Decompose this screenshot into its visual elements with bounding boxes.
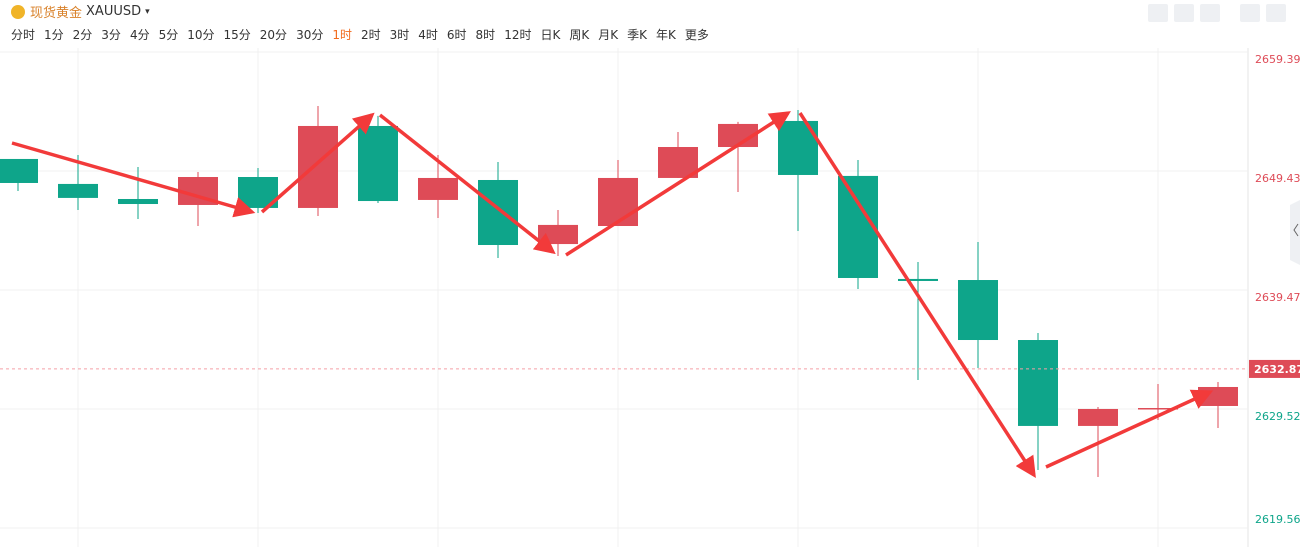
period-button[interactable]: 季K bbox=[627, 28, 647, 42]
period-button[interactable]: 1时 bbox=[332, 28, 352, 42]
symbol-icon bbox=[11, 4, 25, 19]
period-button[interactable]: 3分 bbox=[101, 28, 121, 42]
y-tick-label: 2659.39 bbox=[1255, 53, 1300, 66]
candle-body bbox=[418, 177, 458, 200]
tool-icon[interactable] bbox=[1174, 4, 1194, 22]
period-bar: 分时 1分 2分 3分 4分 5分 10分 15分 20分 30分 1时 2时 3时 4时 6时 8时 12时日… bbox=[11, 26, 709, 43]
y-tick-label: 2649.43 bbox=[1255, 172, 1300, 185]
period-button[interactable]: 更多 bbox=[684, 28, 709, 42]
candle-body bbox=[58, 183, 98, 198]
period-button[interactable]: 3时 bbox=[389, 28, 410, 42]
period-button[interactable]: 分时 bbox=[11, 28, 36, 42]
candle-body bbox=[538, 224, 578, 245]
tool-icon[interactable] bbox=[1266, 4, 1286, 22]
y-tick-label: 2619.56 bbox=[1255, 513, 1300, 526]
period-button[interactable]: 年K bbox=[655, 28, 676, 42]
period-button[interactable]: 1分 bbox=[44, 28, 64, 42]
last-price-label: 2632.87 bbox=[1254, 363, 1300, 376]
symbol-name: 现货黄金 bbox=[30, 6, 83, 21]
annotation-arrows bbox=[11, 111, 1214, 478]
candle-body bbox=[958, 280, 998, 341]
period-button[interactable]: 15分 bbox=[223, 28, 251, 42]
period-button[interactable]: 12时 bbox=[504, 28, 532, 42]
symbol-header[interactable]: 现货黄金 XAUUSD ▾ bbox=[10, 2, 150, 21]
period-button[interactable]: 30分 bbox=[296, 28, 324, 42]
candle-body bbox=[898, 278, 938, 281]
tool-icons bbox=[1148, 4, 1286, 22]
period-button[interactable]: 4分 bbox=[129, 28, 150, 42]
period-button[interactable]: 月K bbox=[598, 28, 619, 42]
candle-body bbox=[598, 177, 638, 227]
last-price-box bbox=[1249, 359, 1300, 378]
dropdown-caret: ▾ bbox=[145, 6, 150, 17]
tool-icon[interactable] bbox=[1148, 4, 1168, 22]
period-button[interactable]: 6时 bbox=[446, 28, 467, 42]
candle-body bbox=[478, 179, 518, 246]
period-button[interactable]: 8时 bbox=[475, 28, 496, 42]
candle-body bbox=[718, 123, 758, 148]
candle-body bbox=[358, 125, 398, 202]
side-tab-icon bbox=[1293, 223, 1299, 237]
tool-icon[interactable] bbox=[1240, 4, 1260, 22]
candle-body bbox=[298, 125, 338, 208]
period-button[interactable]: 20分 bbox=[259, 28, 288, 42]
period-button[interactable]: 2时 bbox=[360, 28, 381, 42]
candle-body bbox=[838, 175, 878, 278]
period-button[interactable]: 4时 bbox=[418, 28, 438, 42]
candle-body bbox=[1018, 340, 1058, 426]
plot: 2619.56 2629.52 2639.47 2649.43 2659.39 2632.… bbox=[0, 48, 1300, 547]
candle-body bbox=[0, 158, 38, 183]
side-tab[interactable] bbox=[1290, 200, 1300, 265]
candle-body bbox=[118, 198, 158, 205]
period-button[interactable]: 2分 bbox=[72, 28, 93, 42]
symbol-code: XAUUSD bbox=[86, 4, 142, 19]
tool-icon[interactable] bbox=[1200, 4, 1220, 22]
y-tick-label: 2639.47 bbox=[1255, 291, 1300, 304]
period-button[interactable]: 5分 bbox=[158, 28, 179, 42]
candle-body bbox=[1078, 408, 1118, 426]
period-button[interactable]: 周K bbox=[569, 28, 590, 42]
y-tick-label: 2629.52 bbox=[1255, 410, 1300, 423]
period-button[interactable]: 日K bbox=[540, 28, 561, 42]
candle-body bbox=[1138, 408, 1178, 410]
period-button[interactable]: 10分 bbox=[187, 28, 215, 42]
